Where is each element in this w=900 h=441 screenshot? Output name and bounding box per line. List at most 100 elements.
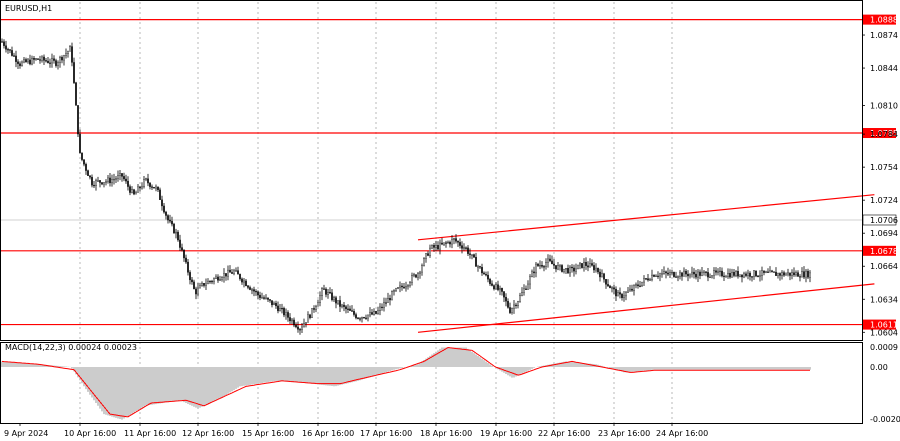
candle-body <box>15 55 17 62</box>
time-label: 9 Apr 2024 <box>4 429 48 438</box>
candle-body <box>453 238 455 240</box>
candle-body <box>161 199 163 207</box>
candle-body <box>47 60 49 64</box>
macd-panel-frame <box>0 342 863 424</box>
candle-body <box>651 274 653 280</box>
candle-body <box>617 292 619 297</box>
candle-body <box>245 280 247 287</box>
candle-body <box>285 312 287 316</box>
candle-body <box>151 186 153 188</box>
candle-body <box>387 298 389 303</box>
candle-body <box>765 271 767 273</box>
candle-body <box>307 314 309 323</box>
time-label: 16 Apr 16:00 <box>302 429 354 438</box>
candle-body <box>687 273 689 277</box>
candle-body <box>273 302 275 306</box>
candle-body <box>643 278 645 283</box>
candle-body <box>755 270 757 277</box>
candle-body <box>577 264 579 270</box>
candle-body <box>587 265 589 268</box>
candle-body <box>563 268 565 272</box>
candle-body <box>605 279 607 285</box>
candle-body <box>661 273 663 275</box>
candle-body <box>147 178 149 184</box>
candle-body <box>571 266 573 269</box>
candle-body <box>677 276 679 278</box>
candle-body <box>501 288 503 292</box>
candle-body <box>57 62 59 66</box>
price-tick-label: 1.0844 <box>870 64 898 73</box>
candle-body <box>585 262 587 266</box>
macd-grid <box>79 342 673 423</box>
candle-body <box>243 280 245 283</box>
candle-body <box>297 326 299 330</box>
candle-body <box>593 265 595 271</box>
candle-body <box>457 241 459 243</box>
time-label: 12 Apr 16:00 <box>182 429 234 438</box>
candle-body <box>629 288 631 292</box>
candle-body <box>319 295 321 303</box>
candle-body <box>439 242 441 250</box>
candle-body <box>173 223 175 234</box>
candle-body <box>339 300 341 307</box>
candle-body <box>123 176 125 180</box>
candle-body <box>583 262 585 268</box>
candle-body <box>521 292 523 296</box>
candle-body <box>795 272 797 276</box>
candle-body <box>167 215 169 221</box>
candle-body <box>475 257 477 267</box>
candle-body <box>55 60 57 66</box>
candle-body <box>381 306 383 309</box>
candle-body <box>287 312 289 318</box>
candle-body <box>81 152 83 160</box>
candle-body <box>361 317 363 319</box>
candle-body <box>199 285 201 289</box>
candle-body <box>483 272 485 275</box>
candle-body <box>131 189 133 193</box>
macd-tick-label: 0.0009 <box>870 343 898 352</box>
candle-body <box>711 275 713 278</box>
candle-body <box>33 57 35 60</box>
candle-body <box>353 310 355 315</box>
candle-body <box>295 324 297 328</box>
candle-body <box>535 263 537 274</box>
candle-body <box>487 274 489 280</box>
candle-body <box>545 262 547 267</box>
candle-body <box>717 270 719 273</box>
candle-body <box>269 299 271 301</box>
candle-body <box>565 268 567 270</box>
candle-body <box>561 265 563 272</box>
candle-body <box>595 267 597 271</box>
candle-body <box>793 272 795 276</box>
candle-body <box>153 186 155 189</box>
candle-body <box>485 274 487 276</box>
current-price-label: 1.0706 <box>870 216 898 225</box>
candle-body <box>347 308 349 310</box>
candle-body <box>405 286 407 289</box>
candle-body <box>321 288 323 296</box>
candle-body <box>763 270 765 273</box>
candle-body <box>495 284 497 290</box>
candle-body <box>777 273 779 276</box>
candle-body <box>419 271 421 274</box>
candle-body <box>317 302 319 307</box>
candle-body <box>315 306 317 310</box>
candle-body <box>743 273 745 278</box>
candle-body <box>209 280 211 283</box>
candle-body <box>505 296 507 302</box>
candle-body <box>631 288 633 291</box>
candle-body <box>375 311 377 314</box>
candle-body <box>51 58 53 64</box>
candle-body <box>429 247 431 256</box>
candle-body <box>719 270 721 273</box>
candle-body <box>289 317 291 322</box>
candle-body <box>231 272 233 274</box>
candle-body <box>193 281 195 290</box>
candle-body <box>9 49 11 51</box>
candle-body <box>53 58 55 61</box>
candle-body <box>99 180 101 183</box>
candle-body <box>729 273 731 278</box>
candle-body <box>639 285 641 287</box>
candle-body <box>463 247 465 249</box>
candle-body <box>93 184 95 187</box>
